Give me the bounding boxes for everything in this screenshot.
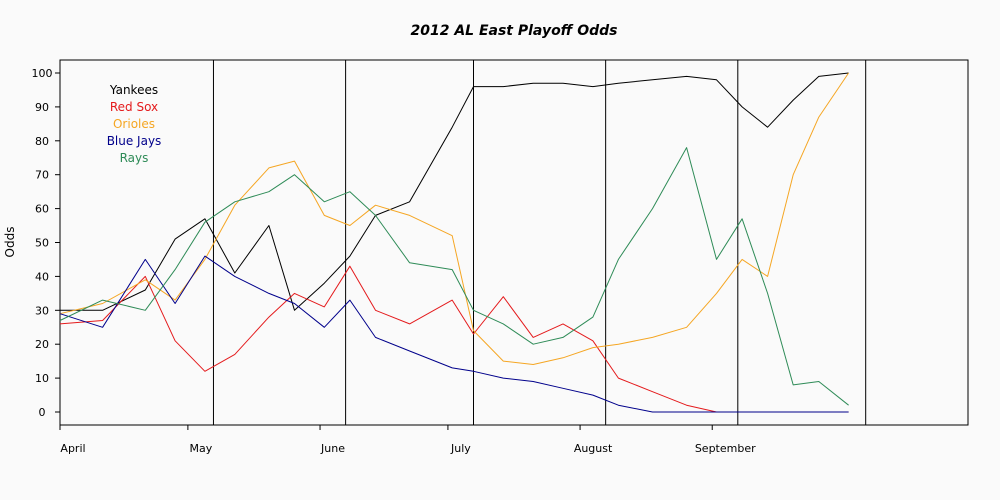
y-tick-label-30: 30: [35, 304, 49, 317]
x-tick-label-june: June: [320, 442, 345, 455]
y-tick-label-10: 10: [35, 372, 49, 385]
y-axis-title: Odds: [3, 227, 17, 258]
series-line-orioles: [59, 72, 850, 365]
y-tick-label-50: 50: [35, 237, 49, 250]
legend: Yankees Red Sox Orioles Blue Jays Rays: [107, 83, 162, 165]
y-axis: 0 10 20 30 40 50 60 70 80 90 100: [32, 67, 60, 419]
x-tick-label-july: July: [450, 442, 471, 455]
y-tick-label-70: 70: [35, 169, 49, 182]
legend-entry-red-sox: Red Sox: [110, 100, 158, 114]
x-tick-label-august: August: [574, 442, 613, 455]
series-lines: [59, 72, 850, 413]
series-line-yankees: [60, 72, 849, 311]
y-tick-label-20: 20: [35, 338, 49, 351]
legend-entry-orioles: Orioles: [113, 117, 155, 131]
x-axis: April May June July August September: [59, 425, 756, 455]
y-tick-label-40: 40: [35, 270, 49, 283]
legend-entry-rays: Rays: [120, 151, 149, 165]
y-tick-label-60: 60: [35, 203, 49, 216]
x-tick-label-april: April: [60, 442, 85, 455]
month-divider-lines: [59, 60, 867, 425]
x-tick-label-september: September: [695, 442, 756, 455]
legend-entry-blue-jays: Blue Jays: [107, 134, 162, 148]
x-tick-label-may: May: [190, 442, 213, 455]
legend-entry-yankees: Yankees: [109, 83, 158, 97]
series-line-rays: [59, 147, 849, 406]
y-tick-label-0: 0: [39, 406, 46, 419]
chart-title: 2012 AL East Playoff Odds: [410, 23, 617, 39]
series-line-blue-jays: [59, 255, 849, 413]
y-tick-label-100: 100: [32, 67, 53, 80]
y-tick-label-80: 80: [35, 135, 49, 148]
y-tick-label-90: 90: [35, 101, 49, 114]
